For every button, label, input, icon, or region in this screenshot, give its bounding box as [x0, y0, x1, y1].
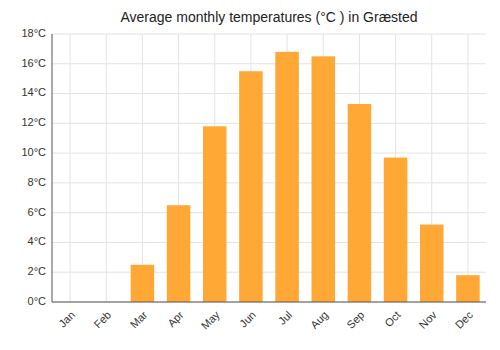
axes: 0°C 2°C 4°C 6°C 8°C 10°C 12°C 14°C 16°C 18°C Jan Fe…	[21, 27, 486, 332]
y-grid-line	[52, 123, 486, 124]
x-grid-line	[467, 34, 468, 302]
x-tick-label: Jul	[276, 309, 294, 327]
bar	[203, 126, 227, 302]
y-grid-line	[52, 34, 486, 35]
x-tick-label: Jan	[56, 309, 77, 330]
bar	[167, 205, 191, 302]
x-tick-label: Sep	[344, 309, 366, 331]
y-tick-label: 12°C	[21, 116, 46, 128]
x-tick-label: Aug	[308, 309, 330, 331]
y-tick-label: 16°C	[21, 57, 46, 69]
y-tick-label: 18°C	[21, 27, 46, 39]
x-tick-label: Feb	[91, 309, 113, 331]
y-tick-label: 6°C	[28, 206, 47, 218]
x-tick-label: Jun	[237, 309, 258, 330]
y-tick-label: 2°C	[28, 265, 47, 277]
y-grid-line	[52, 63, 486, 64]
bar	[131, 265, 155, 302]
y-tick-label: 0°C	[28, 295, 47, 307]
y-tick-label: 14°C	[21, 86, 46, 98]
bar	[384, 158, 408, 302]
y-grid-line	[52, 153, 486, 154]
bar	[456, 275, 480, 302]
y-axis-line	[52, 34, 53, 302]
page: {"chart_data": {"type": "bar", "title": …	[0, 0, 500, 350]
x-tick-label: Mar	[128, 308, 150, 330]
x-tick-label: Dec	[453, 308, 476, 331]
x-axis-line	[52, 302, 486, 303]
x-tick-label: May	[199, 308, 223, 332]
bar	[348, 104, 372, 302]
title: Average monthly temperatures (°C ) in Gr…	[120, 9, 417, 25]
y-tick-label: 4°C	[28, 235, 47, 247]
chart: 0°C 2°C 4°C 6°C 8°C 10°C 12°C 14°C 16°C 18°C Jan Fe…	[0, 0, 500, 350]
y-tick-label: 8°C	[28, 176, 47, 188]
bars	[131, 52, 480, 302]
bar	[420, 225, 444, 302]
x-grid-line	[106, 34, 107, 302]
x-tick-label: Apr	[165, 308, 186, 329]
y-tick-label: 10°C	[21, 146, 46, 158]
x-grid-line	[70, 34, 71, 302]
x-tick-label: Nov	[417, 308, 440, 331]
x-grid-line	[142, 34, 143, 302]
bar	[239, 71, 263, 302]
y-grid-line	[52, 182, 486, 183]
bar	[311, 56, 335, 302]
y-grid-line	[52, 212, 486, 213]
y-grid-line	[52, 93, 486, 94]
grid	[52, 34, 486, 302]
bar	[275, 52, 299, 302]
y-grid-line	[52, 302, 486, 303]
chart-container: 0°C 2°C 4°C 6°C 8°C 10°C 12°C 14°C 16°C 18°C Jan Fe…	[0, 0, 500, 350]
x-tick-label: Oct	[382, 309, 403, 330]
